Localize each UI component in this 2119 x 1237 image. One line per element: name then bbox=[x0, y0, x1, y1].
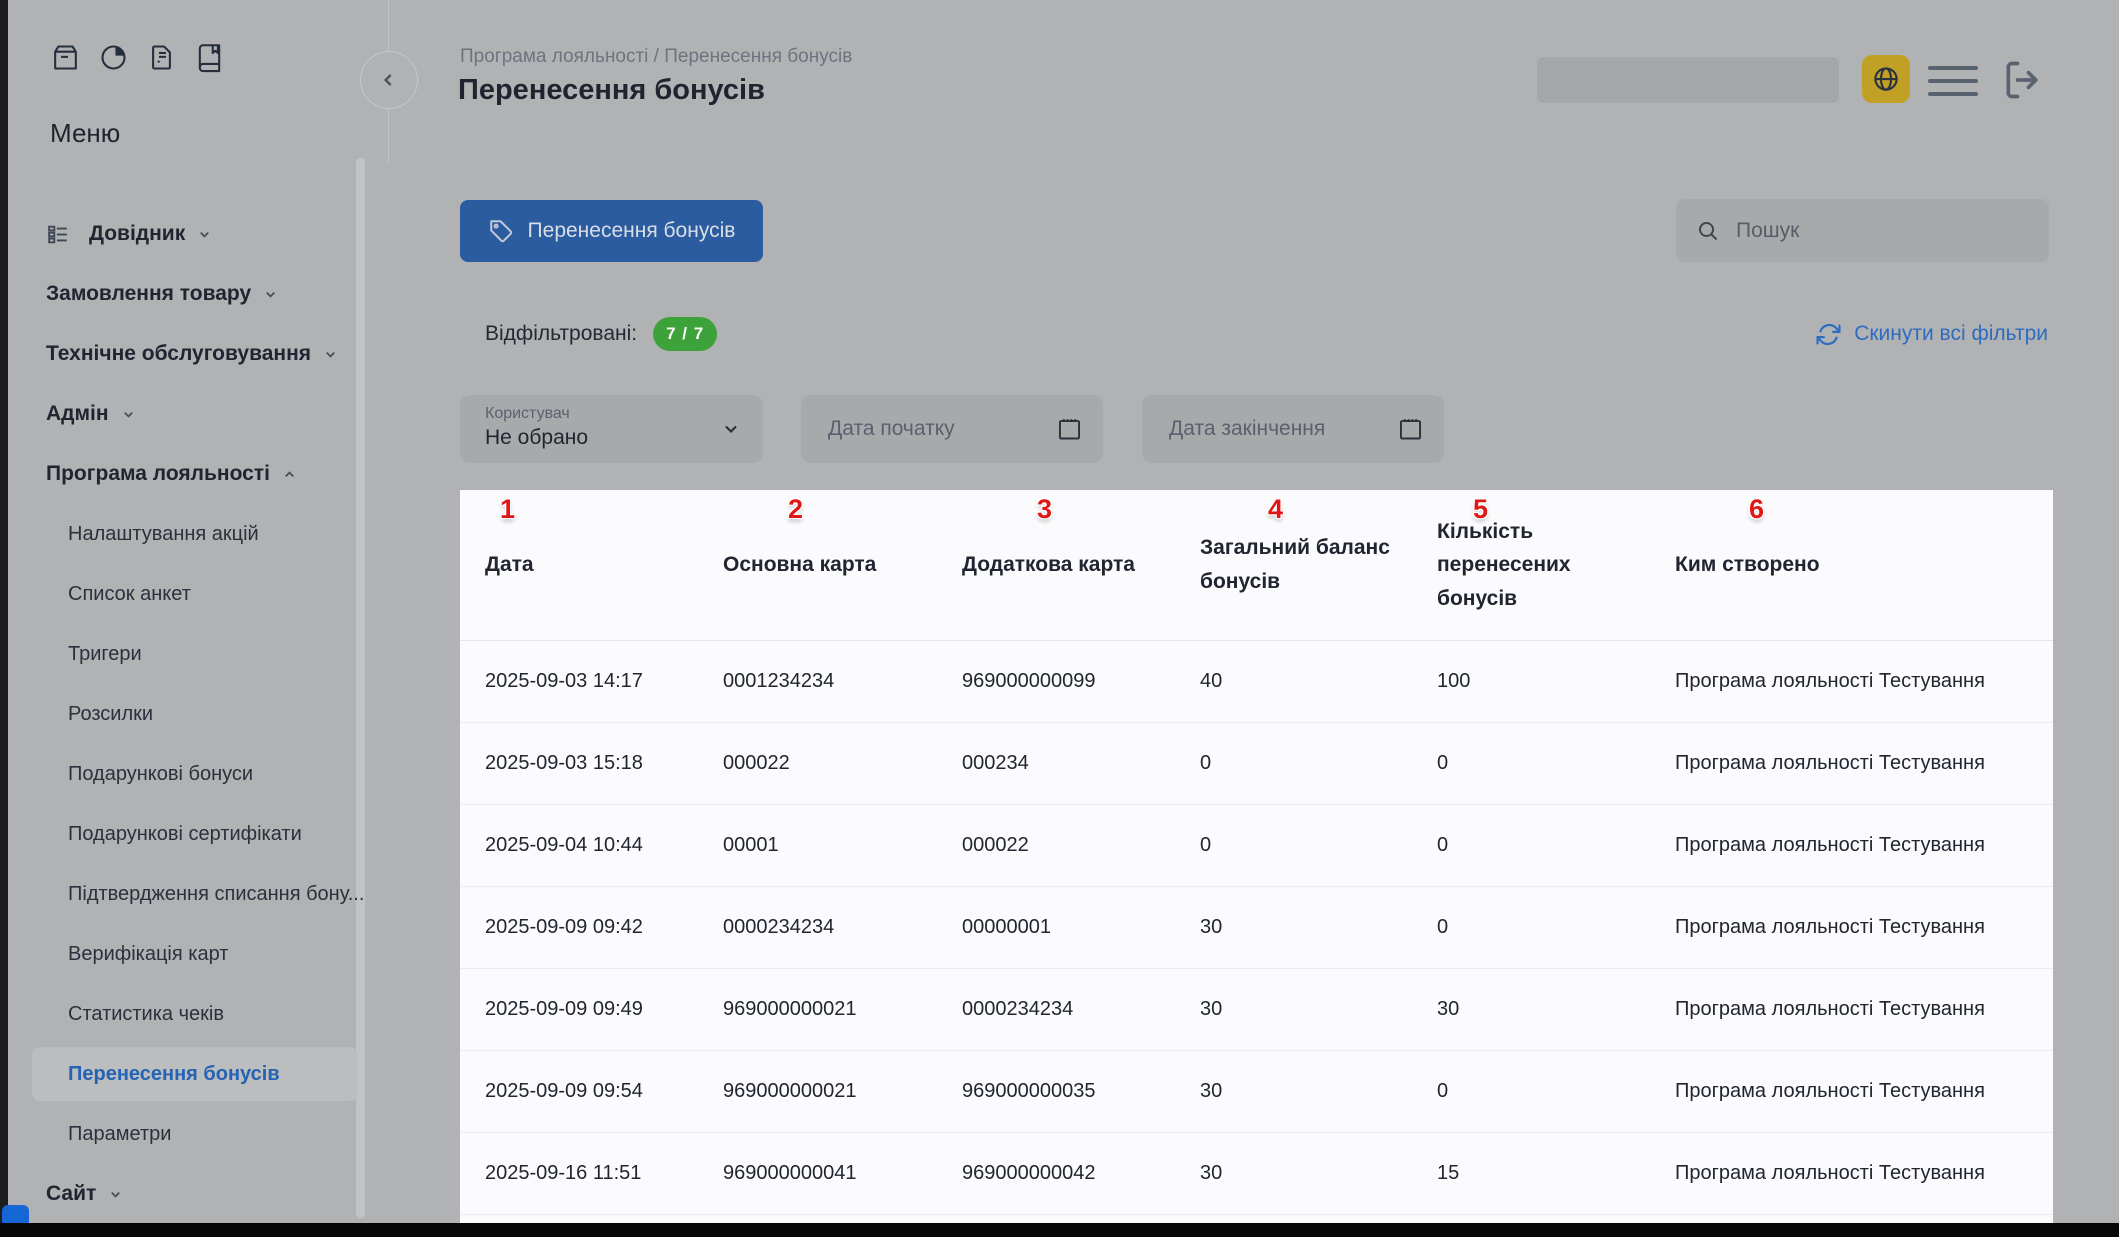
chevron-down-icon bbox=[121, 407, 136, 422]
annotation-number-6: 6 bbox=[1749, 494, 1765, 524]
menu-button[interactable] bbox=[1928, 66, 1978, 96]
column-header-additional-card: 3 Додаткова карта bbox=[937, 490, 1175, 641]
table-row[interactable]: 2025-09-03 15:18 000022 000234 0 0 Програма… bbox=[460, 722, 2053, 805]
menu-title: Меню bbox=[50, 118, 121, 148]
column-header-date: 1 Дата bbox=[460, 490, 698, 641]
sidebar-item-admin[interactable]: Адмін bbox=[8, 384, 365, 444]
sidebar-item-sayt[interactable]: Сайт bbox=[8, 1164, 365, 1224]
date-end-input[interactable] bbox=[1167, 416, 1385, 442]
sidebar-item-podarunkovi-sertyfikaty[interactable]: Подарункові сертифікати bbox=[68, 822, 302, 845]
table-row[interactable]: 2025-09-04 10:44 00001 000022 0 0 Програма … bbox=[460, 804, 2053, 887]
refresh-icon bbox=[1816, 323, 1841, 345]
tag-icon bbox=[489, 220, 512, 243]
bottom-left-widget[interactable] bbox=[2, 1205, 29, 1227]
sidebar-item-statystyka-chekiv[interactable]: Статистика чеків bbox=[68, 1002, 224, 1025]
sidebar-item-zamovlennya[interactable]: Замовлення товару bbox=[8, 264, 365, 324]
breadcrumb: Програма лояльності / Перенесення бонусі… bbox=[460, 46, 853, 67]
sidebar-item-dovidnyk[interactable]: Довідник bbox=[8, 204, 365, 264]
language-button[interactable] bbox=[1862, 55, 1910, 103]
calendar-icon bbox=[1058, 418, 1081, 439]
sidebar-item-parametry[interactable]: Параметри bbox=[68, 1122, 172, 1145]
annotation-number-1: 1 bbox=[500, 494, 516, 524]
date-start-filter[interactable] bbox=[801, 395, 1103, 463]
hamburger-icon bbox=[1928, 66, 1978, 70]
filtered-label: Відфільтровані: bbox=[485, 321, 638, 345]
left-edge-strip bbox=[0, 0, 8, 1237]
pie-chart-icon[interactable] bbox=[98, 42, 129, 73]
column-header-transferred-count: 5 Кількість перенесених бонусів bbox=[1412, 490, 1650, 641]
page-title: Перенесення бонусів bbox=[458, 74, 765, 106]
reset-filters-link[interactable]: Скинути всі фільтри bbox=[1816, 317, 2048, 351]
transfer-bonuses-button[interactable]: Перенесення бонусів bbox=[460, 200, 763, 262]
table-row[interactable]: 2025-09-09 09:54 969000000021 96900000003… bbox=[460, 1050, 2053, 1133]
sidebar-nav: Довідник Замовлення товару Технічне обсл… bbox=[8, 204, 365, 1224]
sidebar-item-tekhnichne[interactable]: Технічне обслуговування bbox=[8, 324, 365, 384]
chevron-down-icon bbox=[721, 419, 741, 439]
annotation-number-2: 2 bbox=[788, 494, 804, 524]
sidebar-item-tryhery[interactable]: Тригери bbox=[68, 642, 142, 665]
user-filter-value: Не обрано bbox=[485, 426, 589, 449]
column-header-main-card: 2 Основна карта bbox=[698, 490, 937, 641]
chevron-down-icon bbox=[108, 1187, 123, 1202]
user-info-placeholder bbox=[1537, 57, 1839, 103]
column-header-created-by: 6 Ким створено bbox=[1650, 490, 2053, 641]
annotation-number-5: 5 bbox=[1473, 494, 1489, 524]
sidebar: Меню Довідник Замовлення товару Технічне… bbox=[8, 0, 365, 1237]
book-icon[interactable] bbox=[194, 42, 225, 73]
search-input[interactable] bbox=[1734, 217, 2029, 244]
filtered-summary: Відфільтровані: 7 / 7 bbox=[485, 316, 718, 351]
logout-button[interactable] bbox=[2000, 58, 2046, 104]
sidebar-item-rozsylky[interactable]: Розсилки bbox=[68, 702, 154, 725]
search-box[interactable] bbox=[1676, 199, 2049, 262]
chevron-down-icon bbox=[263, 287, 278, 302]
user-filter-dropdown[interactable]: Користувач Не обрано bbox=[460, 395, 763, 463]
bonus-transfers-table: 1 Дата 2 Основна карта 3 Додаткова карта… bbox=[460, 490, 2053, 1223]
date-end-filter[interactable] bbox=[1142, 395, 1444, 463]
sidebar-scrollbar[interactable] bbox=[356, 158, 365, 1218]
document-icon[interactable] bbox=[146, 42, 177, 73]
bottom-bar bbox=[0, 1223, 2119, 1237]
sidebar-item-nalashtuvannya-aktsiy[interactable]: Налаштування акцій bbox=[68, 522, 259, 545]
annotation-number-4: 4 bbox=[1268, 494, 1284, 524]
table-header-row: 1 Дата 2 Основна карта 3 Додаткова карта… bbox=[460, 490, 2053, 641]
box-icon[interactable] bbox=[50, 42, 81, 73]
date-start-input[interactable] bbox=[826, 416, 1044, 442]
sidebar-item-perenesennya-bonusiv[interactable]: Перенесення бонусів bbox=[8, 1044, 365, 1104]
sidebar-item-pidtverdzhennya-spysannya[interactable]: Підтвердження списання бону... bbox=[68, 882, 365, 905]
annotation-number-3: 3 bbox=[1037, 494, 1053, 524]
sidebar-collapse-button[interactable] bbox=[360, 51, 418, 109]
table-row[interactable]: 2025-09-03 14:17 0001234234 969000000099 4… bbox=[460, 640, 2053, 723]
filtered-count-badge: 7 / 7 bbox=[653, 316, 718, 351]
column-header-total-balance: 4 Загальний баланс бонусів bbox=[1175, 490, 1412, 641]
chevron-up-icon bbox=[282, 467, 297, 482]
globe-icon bbox=[1874, 67, 1898, 91]
list-icon bbox=[46, 222, 71, 247]
table-row[interactable]: 2025-09-16 11:51 969000000041 96900000004… bbox=[460, 1132, 2053, 1215]
chevron-left-icon bbox=[383, 74, 392, 86]
table-row[interactable]: 2025-09-09 09:49 969000000021 0000234234 3… bbox=[460, 968, 2053, 1051]
chevron-down-icon bbox=[197, 227, 212, 242]
sidebar-item-programa-loyalnosti[interactable]: Програма лояльності bbox=[8, 444, 365, 504]
search-icon bbox=[1699, 221, 1718, 240]
sidebar-item-veryfikatsiya-kart[interactable]: Верифікація карт bbox=[68, 942, 229, 965]
sidebar-item-spysok-anket[interactable]: Список анкет bbox=[68, 582, 191, 605]
calendar-icon bbox=[1399, 418, 1422, 439]
logout-icon bbox=[2006, 61, 2038, 99]
chevron-down-icon bbox=[323, 347, 338, 362]
sidebar-item-podarunkovi-bonusy[interactable]: Подарункові бонуси bbox=[68, 762, 254, 785]
